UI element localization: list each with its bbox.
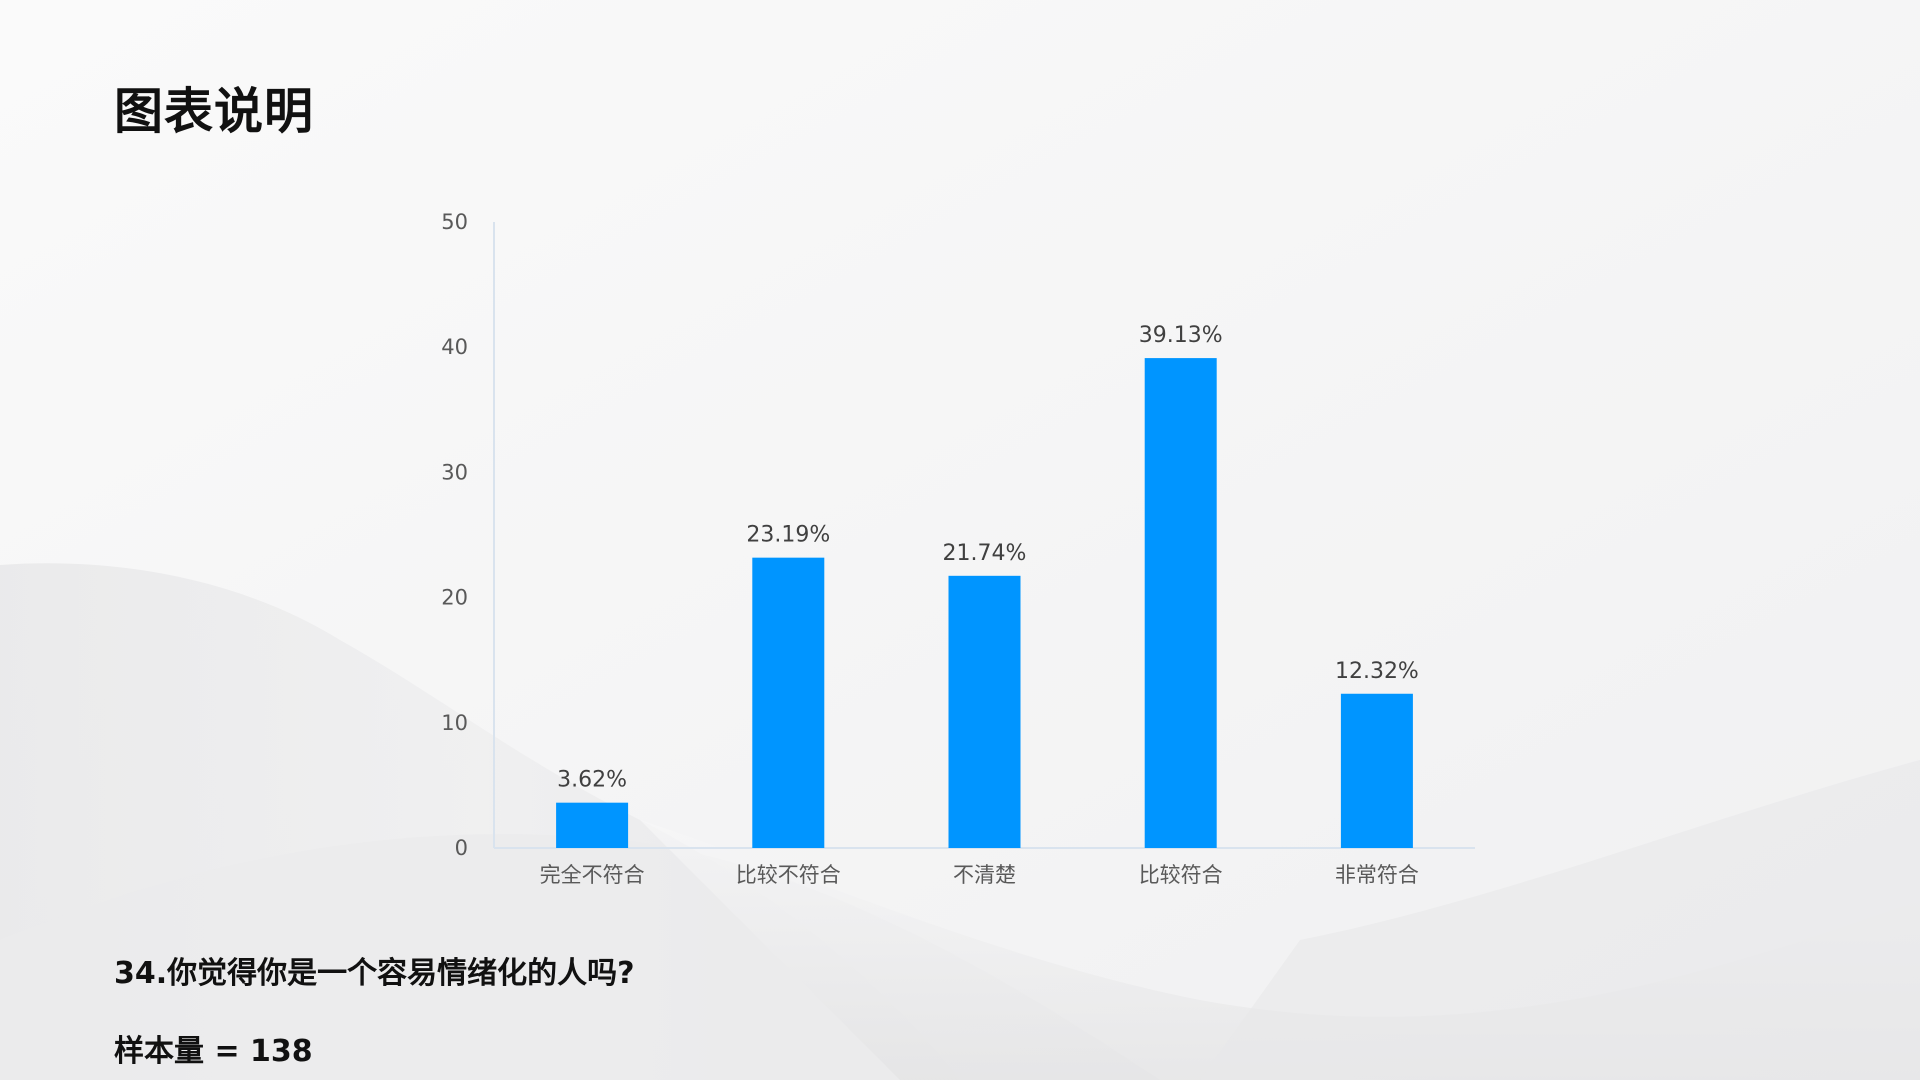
data-label: 12.32%: [1335, 659, 1419, 684]
bar: [948, 575, 1021, 848]
category-label: 不清楚: [953, 863, 1016, 887]
data-labels: 3.62% 23.19% 21.74% 39.13% 12.32%: [557, 323, 1419, 793]
y-tick-label: 20: [441, 586, 468, 610]
question-text: 34.你觉得你是一个容易情绪化的人吗?: [114, 956, 635, 991]
page-title: 图表说明: [114, 83, 315, 140]
category-labels: 完全不符合 比较不符合 不清楚 比较符合 非常符合: [540, 863, 1419, 887]
bar: [752, 557, 825, 848]
y-tick-labels: 0 10 20 30 40 50: [441, 210, 468, 860]
bars: [556, 358, 1413, 848]
y-tick-label: 30: [441, 460, 468, 484]
bar: [1144, 358, 1217, 848]
bar: [1340, 693, 1413, 848]
sample-size: 样本量 = 138: [114, 1034, 313, 1069]
y-tick-label: 10: [441, 711, 468, 735]
y-tick-label: 50: [441, 210, 468, 234]
y-tick-label: 40: [441, 335, 468, 359]
y-tick-label: 0: [455, 836, 468, 860]
data-label: 23.19%: [746, 523, 830, 548]
data-label: 3.62%: [557, 768, 627, 793]
category-label: 非常符合: [1335, 863, 1419, 887]
category-label: 比较不符合: [736, 863, 841, 887]
data-label: 39.13%: [1139, 323, 1223, 348]
data-label: 21.74%: [943, 541, 1027, 566]
category-label: 完全不符合: [540, 863, 645, 887]
bar: [556, 802, 629, 848]
category-label: 比较符合: [1139, 863, 1223, 887]
